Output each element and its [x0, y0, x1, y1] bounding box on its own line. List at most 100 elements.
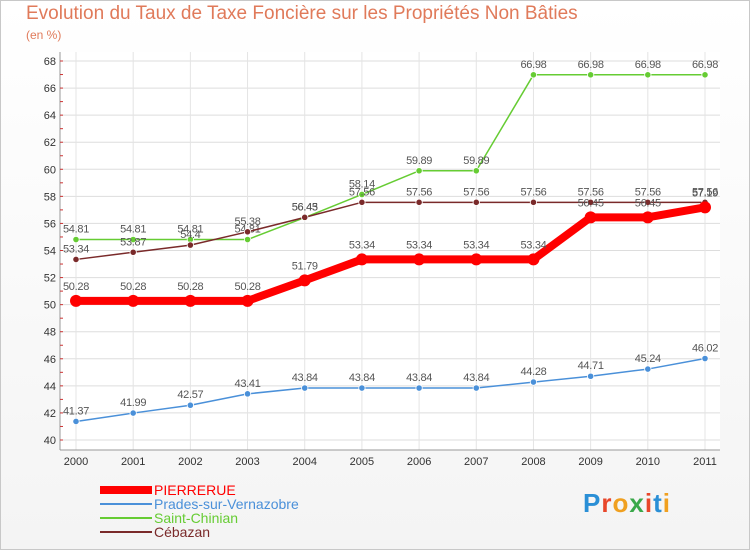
chart-unit: (en %) — [26, 28, 62, 42]
data-point — [358, 190, 366, 199]
data-label: 56.45 — [635, 197, 661, 209]
data-point — [415, 384, 423, 392]
data-label: 41.37 — [63, 405, 89, 417]
legend-label: PIERRERUE — [154, 482, 236, 498]
data-point — [529, 71, 538, 79]
data-label: 50.28 — [235, 281, 261, 293]
data-point — [127, 294, 140, 307]
legend-label: Saint-Chinian — [154, 510, 239, 526]
data-point — [243, 228, 252, 236]
y-tick-label: 52 — [44, 273, 56, 285]
data-point — [584, 211, 597, 224]
x-tick-label: 2008 — [521, 456, 545, 468]
data-point — [415, 167, 423, 175]
series-saint-chinian: 54.8154.8154.8154.8156.4358.1459.8959.89… — [63, 59, 718, 244]
data-label: 43.84 — [406, 372, 432, 384]
y-tick-label: 56 — [44, 218, 56, 230]
y-tick-label: 58 — [44, 191, 56, 203]
data-point — [587, 71, 595, 79]
data-point — [129, 235, 137, 244]
data-point — [641, 211, 654, 224]
legend-swatch — [100, 531, 152, 533]
y-tick-label: 48 — [44, 327, 56, 339]
data-label: 57.56 — [520, 186, 546, 198]
data-point — [243, 235, 252, 244]
data-point — [129, 248, 137, 256]
legend-swatch — [100, 486, 152, 494]
legend-item: Prades-sur-Vernazobre — [100, 497, 299, 511]
data-label: 66.98 — [692, 59, 718, 71]
x-tick-label: 2010 — [636, 456, 660, 468]
data-point — [415, 198, 423, 206]
legend-swatch — [100, 517, 152, 519]
data-point — [413, 253, 426, 266]
y-tick-label: 68 — [44, 56, 56, 68]
data-point — [472, 384, 480, 392]
data-point — [186, 241, 194, 249]
x-tick-label: 2011 — [693, 456, 717, 468]
x-tick-label: 2000 — [64, 456, 88, 468]
data-label: 56.45 — [292, 201, 318, 213]
data-point — [301, 384, 309, 392]
data-label: 54.81 — [177, 224, 203, 236]
data-label: 54.4 — [180, 229, 200, 241]
x-tick-label: 2006 — [407, 456, 431, 468]
data-label: 44.71 — [578, 360, 604, 372]
data-label: 42.57 — [177, 389, 203, 401]
y-tick-label: 40 — [44, 435, 56, 447]
data-label: 55.38 — [235, 216, 261, 228]
x-tick-label: 2002 — [178, 456, 202, 468]
data-label: 53.34 — [349, 239, 375, 251]
data-point — [358, 384, 366, 392]
data-label: 57.56 — [692, 186, 718, 198]
data-point — [699, 201, 711, 214]
data-label: 56.45 — [578, 197, 604, 209]
data-point — [243, 390, 252, 398]
y-tick-label: 44 — [44, 381, 56, 393]
data-label: 53.34 — [406, 239, 432, 251]
data-label: 57.56 — [463, 186, 489, 198]
y-tick-label: 42 — [44, 408, 56, 420]
data-point — [644, 198, 652, 206]
legend-item: Cébazan — [100, 525, 299, 539]
legend-label: Cébazan — [154, 524, 211, 540]
data-point — [72, 235, 80, 244]
data-label: 53.34 — [63, 243, 89, 255]
data-label: 57.56 — [406, 186, 432, 198]
data-label: 50.28 — [63, 281, 89, 293]
data-point — [472, 167, 480, 175]
y-tick-label: 46 — [44, 354, 56, 366]
data-point — [72, 417, 80, 426]
data-label: 59.89 — [463, 155, 489, 167]
data-point — [587, 198, 595, 206]
series-line — [75, 201, 706, 261]
data-label: 50.28 — [120, 281, 146, 293]
chart-title: Evolution du Taux de Taxe Foncière sur l… — [26, 3, 578, 24]
data-point — [644, 71, 652, 79]
data-label: 66.98 — [520, 59, 546, 71]
data-label: 43.41 — [235, 378, 261, 390]
data-point — [358, 198, 366, 206]
data-point — [129, 409, 137, 417]
data-point — [701, 354, 709, 363]
data-label: 53.34 — [520, 239, 546, 251]
data-label: 58.14 — [349, 178, 375, 190]
y-tick-label: 50 — [44, 300, 56, 312]
y-tick-label: 62 — [44, 137, 56, 149]
data-point — [472, 198, 480, 206]
y-tick-label: 60 — [44, 164, 56, 176]
series-line — [75, 74, 706, 241]
data-label: 59.89 — [406, 155, 432, 167]
data-label: 45.24 — [635, 353, 661, 365]
data-point — [186, 401, 194, 409]
series-pierrerue: 50.28 50.28 50.28 50.28 51.79 53.34 53.34 53.34… — [63, 187, 718, 307]
data-label: 57.56 — [578, 186, 604, 198]
proxiti-logo: Proxiti — [583, 488, 671, 518]
x-tick-label: 2005 — [350, 456, 374, 468]
legend-swatch — [100, 503, 152, 505]
x-tick-label: 2001 — [121, 456, 145, 468]
legend-label: Prades-sur-Vernazobre — [154, 496, 299, 512]
legend-item: Saint-Chinian — [100, 511, 299, 525]
